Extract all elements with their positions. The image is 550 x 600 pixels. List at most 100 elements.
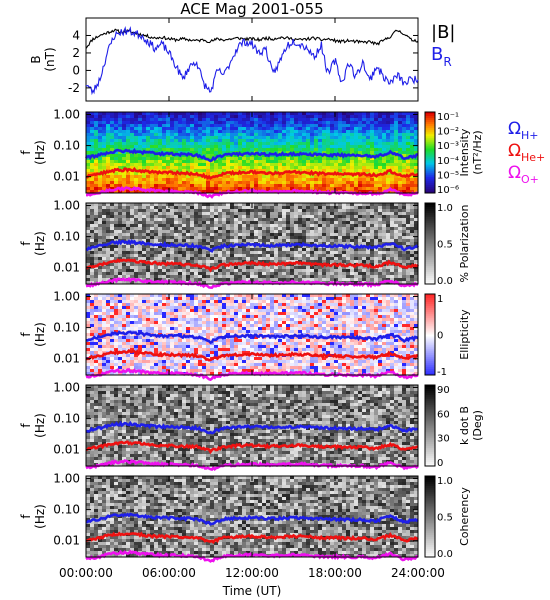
spectrogram-cell <box>250 133 254 136</box>
spectrogram-cell <box>102 145 106 148</box>
spectrogram-cell <box>106 130 110 133</box>
spectrogram-cell <box>366 227 370 230</box>
spectrogram-cell <box>278 272 282 275</box>
spectrogram-cell <box>118 345 122 348</box>
spectrogram-cell <box>346 181 350 184</box>
spectrogram-cell <box>338 272 342 275</box>
colorbar-swatch <box>425 112 435 115</box>
spectrogram-cell <box>302 142 306 145</box>
spectrogram-cell <box>154 145 158 148</box>
colorbar-swatch <box>425 279 435 283</box>
spectrogram-cell <box>310 163 314 166</box>
spectrogram-cell <box>238 181 242 184</box>
spectrogram-cell <box>266 260 270 263</box>
spectrogram-cell <box>114 294 118 297</box>
spectrogram-cell <box>318 136 322 139</box>
spectrogram-cell <box>90 206 94 209</box>
spectrogram-cell <box>414 242 418 245</box>
spectrogram-cell <box>222 190 226 193</box>
spectrogram-cell <box>126 333 130 336</box>
spectrogram-cell <box>90 230 94 233</box>
spectrogram-cell <box>394 242 398 245</box>
spectrogram-cell <box>290 269 294 272</box>
spectrogram-cell <box>330 266 334 269</box>
spectrogram-cell <box>166 269 170 272</box>
spectrogram-cell <box>226 236 230 239</box>
spectrogram-cell <box>414 218 418 221</box>
spectrogram-cell <box>230 142 234 145</box>
spectrogram-cell <box>334 254 338 257</box>
spectrogram-cell <box>282 221 286 224</box>
spectrogram-cell <box>94 312 98 315</box>
spectrogram-cell <box>350 163 354 166</box>
spectrogram-cell <box>278 251 282 254</box>
spectrogram-cell <box>358 269 362 272</box>
spectrogram-cell <box>310 127 314 130</box>
spectrogram-cell <box>386 148 390 151</box>
spectrogram-cell <box>146 239 150 242</box>
spectrogram-cell <box>266 278 270 281</box>
spectrogram-cell <box>234 169 238 172</box>
spectrogram-cell <box>98 151 102 154</box>
spectrogram-cell <box>126 221 130 224</box>
spectrogram-cell <box>334 230 338 233</box>
spectrogram-cell <box>314 184 318 187</box>
spectrogram-cell <box>194 212 198 215</box>
spectrogram-cell <box>126 318 130 321</box>
spectrogram-cell <box>374 157 378 160</box>
spectrogram-cell <box>186 175 190 178</box>
spectrogram-cell <box>326 136 330 139</box>
spectrogram-cell <box>230 230 234 233</box>
spectrogram-cell <box>150 224 154 227</box>
spectrogram-cell <box>210 115 214 118</box>
spectrogram-cell <box>202 187 206 190</box>
spectrogram-cell <box>202 248 206 251</box>
spectrogram-cell <box>142 209 146 212</box>
spectrogram-cell <box>122 269 126 272</box>
spectrogram-cell <box>94 218 98 221</box>
spectrogram-cell <box>142 112 146 115</box>
spectrogram-cell <box>330 175 334 178</box>
spectrogram-cell <box>194 266 198 269</box>
spectrogram-cell <box>282 133 286 136</box>
spectrogram-cell <box>362 206 366 209</box>
spectrogram-cell <box>218 139 222 142</box>
spectrogram-cell <box>86 275 90 278</box>
spectrogram-cell <box>102 360 106 363</box>
spectrogram-cell <box>202 145 206 148</box>
spectrogram-cell <box>178 169 182 172</box>
spectrogram-cell <box>178 130 182 133</box>
spectrogram-cell <box>214 215 218 218</box>
spectrogram-cell <box>122 233 126 236</box>
spectrogram-cell <box>398 178 402 181</box>
spectrogram-cell <box>338 269 342 272</box>
spectrogram-cell <box>94 300 98 303</box>
spectrogram-cell <box>318 242 322 245</box>
colorbar-swatch <box>425 184 435 188</box>
spectrogram-cell <box>410 118 414 121</box>
spectrogram-cell <box>334 221 338 224</box>
spectrogram-cell <box>378 169 382 172</box>
spectrogram-cell <box>330 178 334 181</box>
spectrogram-cell <box>382 239 386 242</box>
spectrogram-cell <box>90 318 94 321</box>
spectrogram-cell <box>314 269 318 272</box>
spectrogram-cell <box>362 181 366 184</box>
spectrogram-cell <box>158 184 162 187</box>
spectrogram-cell <box>134 172 138 175</box>
spectrogram-cell <box>214 212 218 215</box>
spectrogram-cell <box>206 278 210 281</box>
spectrogram-cell <box>158 206 162 209</box>
spectrogram-cell <box>138 139 142 142</box>
colorbar-swatch <box>425 245 435 249</box>
spectrogram-cell <box>158 239 162 242</box>
spectrogram-cell <box>410 127 414 130</box>
spectrogram-cell <box>214 145 218 148</box>
spectrogram-cell <box>102 363 106 366</box>
spectrogram-cell <box>358 145 362 148</box>
spectrogram-cell <box>366 160 370 163</box>
spectrogram-cell <box>122 324 126 327</box>
spectrogram-cell <box>346 133 350 136</box>
spectrogram-cell <box>350 136 354 139</box>
spectrogram-cell <box>262 275 266 278</box>
